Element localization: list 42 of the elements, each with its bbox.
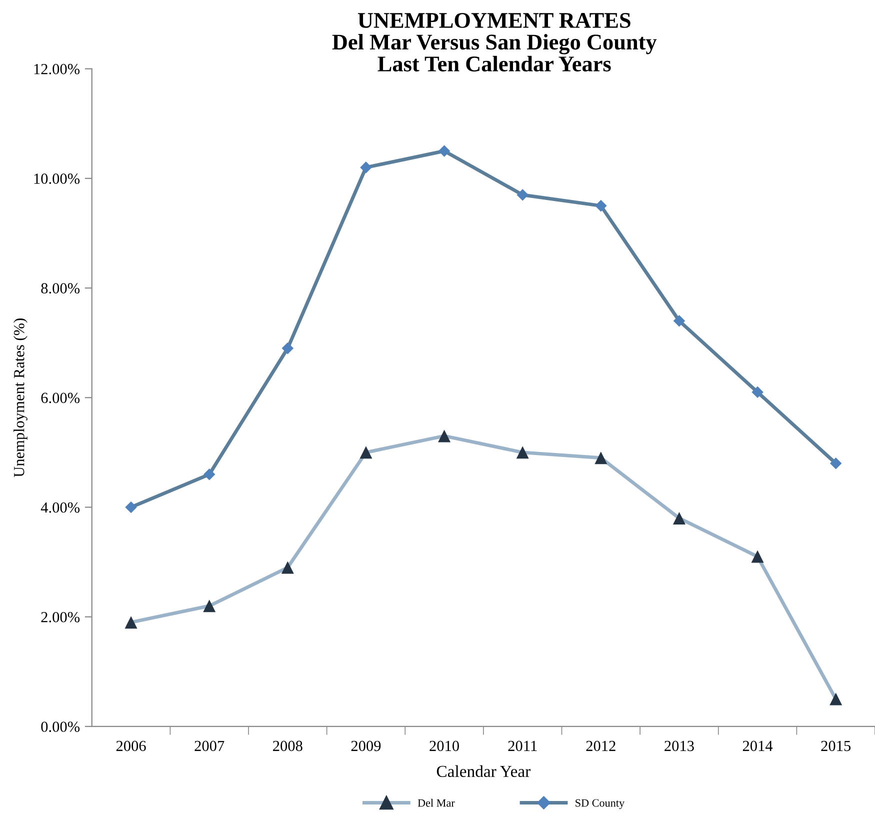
point xyxy=(595,200,607,212)
x-tick-label: 2008 xyxy=(273,740,302,752)
point xyxy=(516,446,529,459)
y-tick-label: 10.00% xyxy=(34,174,80,184)
point xyxy=(125,501,137,514)
point xyxy=(282,342,294,354)
point xyxy=(752,386,764,398)
point xyxy=(438,145,450,157)
x-axis-title: Calendar Year xyxy=(436,765,530,778)
legend-label: SD County xyxy=(576,799,625,809)
x-tick-label: 2010 xyxy=(430,740,459,752)
chart-title: UNEMPLOYMENT RATES Del Mar Versus San Diego County Last Ten Calendar Years xyxy=(332,12,657,72)
x-tick-label: 2007 xyxy=(194,740,224,752)
point xyxy=(360,162,372,174)
y-tick-label: 6.00% xyxy=(41,392,80,404)
point xyxy=(124,616,138,629)
point xyxy=(830,458,842,470)
y-tick-label: 8.00% xyxy=(41,283,80,294)
point xyxy=(672,512,686,524)
y-tick-label: 12.00% xyxy=(34,64,80,74)
point xyxy=(673,315,686,327)
x-tick-label: 2015 xyxy=(821,740,851,752)
legend-label: Del Mar xyxy=(418,798,455,807)
x-tick-label: 2013 xyxy=(664,740,694,752)
x-tick-label: 2014 xyxy=(742,740,773,752)
y-tick-label: 4.00% xyxy=(40,502,80,513)
x-tick-label: 2006 xyxy=(116,740,146,752)
y-tick-label: 0.00% xyxy=(41,722,80,732)
y-tick-label: 2.00% xyxy=(41,612,80,622)
point xyxy=(360,446,372,459)
point xyxy=(594,452,608,464)
x-tick-label: 2011 xyxy=(508,740,537,752)
point xyxy=(830,692,842,706)
point xyxy=(203,468,216,480)
point xyxy=(281,561,294,574)
y-axis-title: Unemployment Rates (%) xyxy=(14,318,28,478)
x-tick-label: 2012 xyxy=(586,740,616,752)
point xyxy=(438,430,451,442)
x-tick-label: 2009 xyxy=(351,740,381,752)
point xyxy=(203,600,216,612)
point xyxy=(516,188,528,201)
point xyxy=(751,550,764,563)
